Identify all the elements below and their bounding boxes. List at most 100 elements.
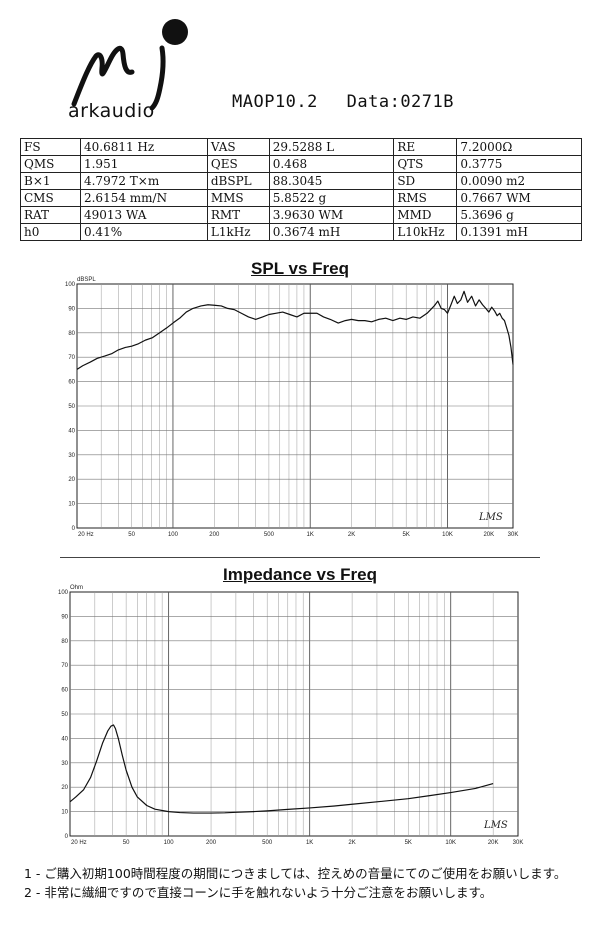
notes: 1 - ご購入初期100時間程度の期間につきましては、控えめの音量にてのご使用を…: [24, 864, 590, 902]
x-tick-label: 200: [206, 840, 217, 846]
param-name: h0: [20, 223, 81, 241]
x-tick-label: 100: [164, 840, 175, 846]
x-tick-label: 200: [209, 532, 220, 538]
param-value: 0.3775: [456, 155, 582, 173]
param-name: RMS: [393, 189, 458, 207]
model-line: MAOP10.2 Data:0271B: [232, 92, 472, 112]
param-value: 0.468: [268, 155, 395, 173]
note-1: 1 - ご購入初期100時間程度の期間につきましては、控えめの音量にてのご使用を…: [24, 866, 567, 881]
param-row: FS 40.6811 Hz VAS 29.5288 L RE 7.2000Ω: [20, 138, 582, 156]
param-row: h0 0.41% L1kHz 0.3674 mH L10kHz 0.1391 mH: [20, 223, 582, 241]
param-row: B×1 4.7972 T×m dBSPL 88.3045 SD 0.0090 m2: [20, 172, 582, 190]
markaudio-logo: [71, 19, 188, 111]
param-value: 2.6154 mm/N: [79, 189, 208, 207]
x-tick-label: 20K: [483, 532, 494, 538]
y-tick-label: 20: [61, 785, 68, 791]
param-name: CMS: [20, 189, 81, 207]
y-tick-label: 30: [68, 453, 75, 459]
param-name: RMT: [206, 206, 270, 224]
x-tick-label: 50: [128, 532, 135, 538]
data-code: Data:0271B: [346, 92, 454, 112]
note-2: 2 - 非常に繊細ですので直接コーンに手を触れないよう十分ご注意をお願いします。: [24, 885, 493, 900]
param-value: 88.3045: [268, 172, 395, 190]
param-name: L1kHz: [206, 223, 270, 241]
x-tick-label: 2K: [348, 840, 355, 846]
param-row: CMS 2.6154 mm/N MMS 5.8522 g RMS 0.7667 WM: [20, 189, 582, 207]
x-tick-label: 30K: [508, 532, 519, 538]
param-value: 0.41%: [79, 223, 208, 241]
section-divider: [60, 557, 540, 558]
y-tick-label: 50: [68, 404, 75, 410]
param-name: QES: [206, 155, 270, 173]
y-tick-label: 0: [72, 526, 76, 532]
param-value: 3.9630 WM: [268, 206, 395, 224]
param-name: B×1: [20, 172, 81, 190]
y-tick-label: 100: [65, 282, 76, 288]
y-tick-label: 40: [68, 428, 75, 434]
impedance-chart: 0 10 20 30 40 50 60 70 80 90 100 20 Hz 50 100 200 500 1K…: [58, 585, 524, 846]
param-value: 0.0090 m2: [456, 172, 582, 190]
y-tick-label: 80: [68, 331, 75, 337]
lms-watermark: LMS: [478, 512, 503, 523]
y-tick-label: 70: [68, 355, 75, 361]
param-name: QMS: [20, 155, 81, 173]
y-tick-label: 50: [61, 712, 68, 718]
param-name: MMD: [393, 206, 458, 224]
x-tick-label: 20K: [488, 840, 499, 846]
series-line: [69, 724, 494, 814]
param-value: 0.7667 WM: [456, 189, 582, 207]
param-name: MMS: [206, 189, 270, 207]
x-tick-label: 10K: [442, 532, 453, 538]
y-tick-label: 60: [61, 688, 68, 694]
x-tick-label: 30K: [513, 840, 524, 846]
y-axis-unit: dBSPL: [77, 277, 96, 283]
lms-watermark: LMS: [483, 820, 508, 831]
param-name: L10kHz: [393, 223, 458, 241]
x-tick-label: 1K: [307, 532, 314, 538]
param-value: 7.2000Ω: [456, 138, 582, 156]
param-name: RE: [393, 138, 458, 156]
param-value: 29.5288 L: [268, 138, 395, 156]
y-tick-label: 60: [68, 380, 75, 386]
y-tick-label: 10: [61, 810, 68, 816]
spl-chart-title: SPL vs Freq: [251, 259, 349, 278]
param-value: 5.3696 g: [456, 206, 582, 224]
y-tick-label: 40: [61, 736, 68, 742]
y-tick-label: 90: [61, 614, 68, 620]
x-tick-label: 500: [262, 840, 273, 846]
logo-wordmark: arkaudio: [68, 100, 155, 122]
x-tick-label: 2K: [348, 532, 355, 538]
param-name: dBSPL: [206, 172, 270, 190]
series-line: [76, 290, 514, 370]
param-value: 0.1391 mH: [456, 223, 582, 241]
y-tick-label: 10: [68, 502, 75, 508]
impedance-chart-title: Impedance vs Freq: [222, 565, 377, 584]
x-tick-label: 20 Hz: [78, 532, 94, 538]
param-value: 1.951: [79, 155, 208, 173]
x-tick-label: 1K: [306, 840, 313, 846]
model-name: MAOP10.2: [232, 92, 318, 112]
param-value: 0.3674 mH: [268, 223, 395, 241]
param-value: 4.7972 T×m: [79, 172, 208, 190]
x-tick-label: 10K: [445, 840, 456, 846]
y-tick-label: 30: [61, 761, 68, 767]
param-row: QMS 1.951 QES 0.468 QTS 0.3775: [20, 155, 582, 173]
y-tick-label: 100: [58, 590, 69, 596]
y-axis-unit: Ohm: [70, 585, 83, 591]
x-tick-label: 20 Hz: [71, 840, 87, 846]
param-name: QTS: [393, 155, 458, 173]
x-tick-label: 5K: [405, 840, 412, 846]
y-tick-label: 20: [68, 477, 75, 483]
y-tick-label: 0: [65, 834, 69, 840]
param-name: VAS: [206, 138, 270, 156]
param-row: RAT 49013 WA RMT 3.9630 WM MMD 5.3696 g: [20, 206, 582, 224]
x-tick-label: 500: [264, 532, 275, 538]
x-tick-label: 100: [168, 532, 179, 538]
param-value: 49013 WA: [79, 206, 208, 224]
param-name: FS: [20, 138, 81, 156]
y-tick-label: 80: [61, 639, 68, 645]
y-tick-label: 90: [68, 306, 75, 312]
y-tick-label: 70: [61, 663, 68, 669]
parameter-table: FS 40.6811 Hz VAS 29.5288 L RE 7.2000Ω QMS 1.95…: [20, 138, 582, 241]
param-value: 5.8522 g: [268, 189, 395, 207]
